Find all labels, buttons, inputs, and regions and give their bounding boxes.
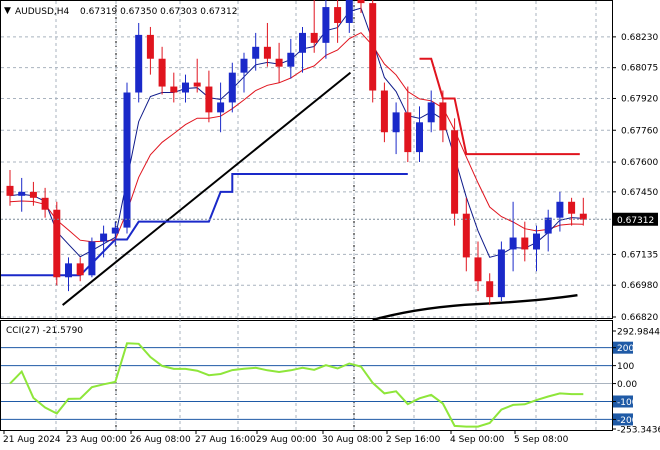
candle [521, 221, 529, 262]
time-tick-label: 26 Aug 08:00 [130, 435, 191, 445]
candle [100, 225, 108, 258]
candle [205, 70, 213, 123]
time-axis: 21 Aug 2024 23 Aug 00:00 26 Aug 08:00 27 Au… [3, 430, 569, 445]
candle [29, 181, 37, 206]
candle [380, 82, 388, 143]
cci-tick-label: 0.00 [617, 380, 637, 390]
candle [544, 209, 552, 252]
candle [65, 257, 72, 292]
candle [345, 0, 353, 33]
price-tick-label: 0.66820 [621, 313, 658, 323]
price-tick-label: 0.67920 [621, 94, 658, 104]
price-tick-label: 0.68075 [621, 64, 658, 74]
cci-panel [0, 320, 613, 431]
price-tick-label: 0.66980 [621, 281, 658, 291]
cci-tick-label: -200 [617, 416, 638, 426]
current-price-marker: 0.67312 [613, 212, 658, 226]
channel-low-line [1, 172, 408, 277]
current-price-label: 0.67312 [617, 216, 654, 226]
price-axis: 0.68230 0.68075 0.67920 0.67760 0.67600 0.674… [612, 33, 658, 323]
cci-tick-label: 292.9844 [617, 328, 660, 338]
price-tick-label: 0.67135 [621, 250, 658, 260]
candle [217, 82, 225, 133]
candle [170, 72, 178, 103]
time-tick-label: 30 Aug 08:00 [322, 435, 383, 445]
candle [451, 118, 459, 226]
candle [416, 106, 423, 163]
channel-high-line [419, 57, 580, 156]
candle [111, 221, 119, 246]
long-moving-average [372, 293, 578, 322]
candle [41, 187, 49, 218]
candle [310, 0, 318, 53]
candle [76, 257, 84, 282]
ohlc-values: 0.67319 0.67350 0.67303 0.67312 [80, 7, 237, 17]
cci-axis: 292.9844 200 100 0.00 -100 -200-253.3436 [612, 328, 660, 436]
trendline[interactable] [62, 71, 352, 306]
candle [497, 241, 505, 302]
cci-tick-label: -100 [617, 398, 638, 408]
candle [123, 82, 131, 234]
candle [252, 32, 260, 71]
cci-line [9, 342, 584, 428]
time-tick-label: 21 Aug 2024 [3, 435, 61, 445]
chart-menu-icon[interactable]: ▼ [4, 6, 11, 16]
cci-tick-label: 200 [617, 344, 634, 354]
cci-label: CCI(27) -21.5790 [6, 326, 83, 336]
price-tick-label: 0.68230 [621, 33, 658, 43]
candle [474, 241, 482, 292]
candle [18, 177, 26, 212]
candle [299, 26, 306, 73]
candle [392, 102, 400, 155]
candle [568, 197, 576, 226]
time-tick-label: 27 Aug 16:00 [195, 435, 256, 445]
candle [322, 0, 330, 59]
candle [357, 0, 365, 14]
candle [146, 26, 154, 75]
candle [88, 237, 96, 278]
cci-tick-label: -253.3436 [617, 426, 660, 436]
candle [135, 22, 143, 103]
day-separators [115, 1, 355, 430]
candle [533, 225, 540, 272]
candle [427, 90, 435, 133]
main-panel [0, 0, 613, 319]
candle [509, 201, 517, 272]
candle [182, 74, 189, 103]
candle [53, 201, 61, 286]
candle [462, 197, 470, 272]
candle [193, 58, 201, 93]
time-tick-label: 2 Sep 16:00 [386, 435, 441, 445]
candle [404, 86, 412, 163]
candle [334, 0, 342, 43]
price-tick-label: 0.67760 [621, 126, 658, 136]
candle [439, 90, 447, 143]
symbol-label: AUDUSD,H4 [15, 7, 70, 17]
fast-moving-average [9, 7, 584, 258]
candle [556, 191, 564, 232]
candle [579, 197, 587, 226]
cci-levels [1, 347, 612, 420]
candle [6, 169, 14, 206]
candle [263, 22, 271, 67]
candle [240, 52, 248, 93]
candle [158, 46, 166, 95]
time-tick-label: 23 Aug 00:00 [66, 435, 127, 445]
cci-tick-label: 100 [617, 362, 634, 372]
price-tick-label: 0.67600 [621, 158, 658, 168]
candle [369, 0, 377, 103]
candle [486, 273, 494, 306]
candle [275, 42, 283, 83]
price-tick-label: 0.67450 [621, 188, 658, 198]
time-tick-label: 5 Sep 08:00 [514, 435, 569, 445]
time-tick-label: 29 Aug 00:00 [256, 435, 317, 445]
candle [287, 38, 295, 79]
candle [228, 62, 236, 113]
candles [6, 0, 587, 306]
time-tick-label: 4 Sep 00:00 [450, 435, 505, 445]
